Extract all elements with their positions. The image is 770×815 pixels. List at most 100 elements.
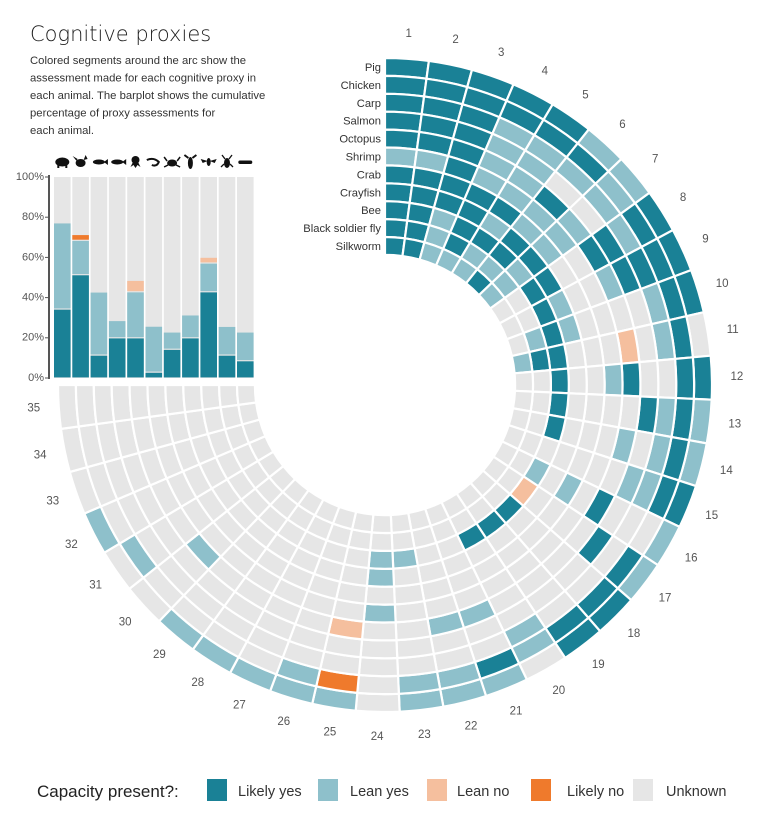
bar-segment-lean-yes: [145, 326, 163, 372]
proxy-label: 13: [728, 418, 741, 430]
bar-segment-lean-yes: [182, 315, 199, 338]
proxy-label: 27: [233, 700, 246, 712]
proxy-label: 34: [34, 450, 47, 462]
proxy-label: 15: [705, 510, 718, 522]
heatmap-cell: [549, 367, 570, 395]
description-line: each animal.: [30, 125, 94, 137]
ring-label: Black soldier fly: [303, 223, 381, 235]
proxy-label: 28: [191, 677, 204, 689]
heatmap-cell: [164, 383, 187, 416]
bar-segment-lean-yes: [72, 240, 89, 275]
legend-label: Unknown: [666, 784, 726, 800]
heatmap-cell: [691, 354, 714, 401]
proxy-label: 24: [371, 731, 384, 743]
ring-label: Crayfish: [340, 187, 381, 199]
ring-label: Pig: [365, 62, 381, 74]
heatmap-cell: [602, 362, 624, 397]
heatmap-cell: [673, 356, 696, 401]
y-tick-label: 80%: [22, 211, 44, 223]
legend-item-likely-yes: Likely yes: [207, 779, 302, 801]
proxy-label: 22: [465, 720, 478, 732]
heatmap-cell: [360, 620, 398, 642]
bar-segment-lean-yes: [54, 223, 71, 309]
bar-segment-likely-yes: [108, 338, 126, 378]
bar-segment-likely-yes: [54, 309, 71, 378]
legend-label: Lean yes: [350, 784, 409, 800]
heatmap-cell: [638, 359, 660, 399]
ring-label: Crab: [357, 169, 381, 181]
proxy-label: 25: [324, 727, 337, 739]
heatmap-cell: [368, 531, 394, 552]
heatmap-cell: [235, 383, 258, 407]
ring-label: Silkworm: [336, 241, 381, 253]
bar-segment-likely-no: [72, 235, 89, 240]
y-tick-label: 0%: [28, 372, 44, 384]
crab-icon: [163, 156, 181, 168]
bar-segment-likely-yes: [163, 349, 181, 378]
ring-label: Carp: [357, 98, 381, 110]
ring-label: Octopus: [339, 134, 381, 146]
bar-segment-lean-yes: [200, 263, 217, 292]
bar-segment-lean-no: [200, 257, 217, 263]
legend-item-lean-yes: Lean yes: [318, 779, 409, 801]
animal-ring-labels: Pig Chicken Carp Salmon Octopus Shrimp Crab Cra…: [303, 62, 381, 253]
proxy-label: 11: [727, 324, 739, 336]
description-line: percentage of proxy assessments for: [30, 108, 215, 120]
heatmap-cell: [354, 691, 401, 714]
proxy-label: 1: [405, 28, 411, 40]
legend-swatch: [318, 779, 338, 801]
heatmap-cell: [389, 511, 413, 534]
y-tick-label: 60%: [22, 251, 44, 263]
heatmap-cell: [531, 368, 552, 394]
heatmap-cell: [513, 370, 535, 393]
bar-segment-likely-yes: [127, 338, 144, 378]
bar-segment-likely-yes: [218, 355, 236, 378]
bar-segment-lean-yes: [90, 292, 108, 355]
bar-segment-lean-yes: [108, 321, 126, 338]
legend-item-likely-no: Likely no: [531, 779, 624, 801]
octopus-icon: [130, 156, 141, 168]
legend: Capacity present?: Likely yes Lean yes L…: [37, 779, 726, 801]
proxy-label: 9: [702, 233, 708, 245]
proxy-label: 23: [418, 729, 431, 741]
legend-label: Likely no: [567, 784, 624, 800]
legend-swatch: [427, 779, 447, 801]
legend-swatch: [633, 779, 653, 801]
heatmap-cell: [383, 164, 416, 187]
bee-icon: [200, 158, 217, 166]
heatmap-cell: [364, 584, 397, 606]
proxy-number-labels: 1234567891011121314151617181920212223242…: [27, 28, 743, 743]
heatmap-cell: [566, 365, 588, 396]
y-tick-label: 100%: [16, 171, 44, 183]
bar-segment-likely-yes: [200, 292, 217, 378]
heatmap-cell: [370, 513, 393, 535]
heatmap-cell: [182, 383, 205, 414]
heatmap-cell: [383, 182, 414, 205]
y-tick-label: 20%: [22, 332, 44, 344]
bar-segment-likely-yes: [145, 372, 163, 378]
black-soldier-fly-icon: [220, 154, 234, 168]
proxy-label: 26: [277, 716, 290, 728]
proxy-label: 4: [542, 65, 549, 77]
ring-label: Chicken: [341, 80, 381, 92]
circular-heatmap: [56, 56, 714, 714]
y-tick-label: 40%: [22, 292, 44, 304]
proxy-label: 7: [652, 153, 658, 165]
heatmap-cell: [367, 549, 395, 570]
proxy-label: 3: [498, 47, 504, 59]
proxy-label: 32: [65, 539, 78, 551]
cumulative-barplot: 0% 20% 40% 60% 80% 100%: [16, 154, 254, 384]
heatmap-cell: [584, 364, 606, 397]
proxy-label: 12: [731, 371, 744, 383]
legend-title: Capacity present?:: [37, 782, 179, 801]
proxy-label: 33: [46, 495, 59, 507]
heatmap-cell: [383, 200, 411, 222]
heatmap-cell: [656, 357, 678, 400]
legend-item-lean-no: Lean no: [427, 779, 509, 801]
ring-label: Salmon: [343, 116, 381, 128]
bar-unknown: [237, 177, 254, 378]
proxy-label: 30: [119, 617, 132, 629]
proxy-label: 10: [716, 278, 729, 290]
proxy-label: 14: [720, 465, 733, 477]
bar-segment-lean-yes: [163, 332, 181, 349]
